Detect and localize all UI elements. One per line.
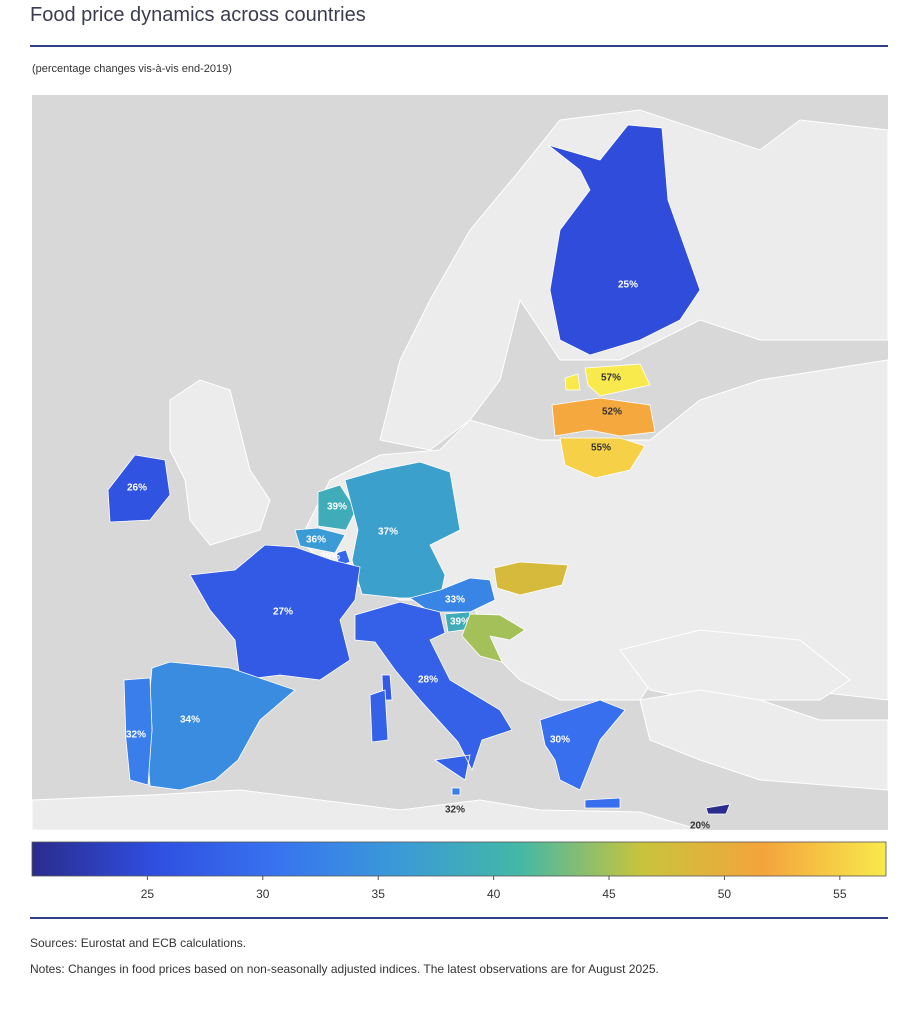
region xyxy=(317,484,357,531)
colorbar xyxy=(31,841,887,877)
map: 25% 57% 52% 55% 26% 39% 36% 29% 37% 27% 33% 39% 28% 3… xyxy=(31,95,889,901)
value-label: 32% xyxy=(445,805,465,816)
region xyxy=(123,677,153,786)
rule xyxy=(30,917,888,919)
region xyxy=(461,613,526,663)
tick-label: 25 xyxy=(141,887,155,901)
region xyxy=(705,803,731,815)
tick-label: 40 xyxy=(487,887,501,901)
tick-label: 45 xyxy=(602,887,616,901)
value-label: 36% xyxy=(306,535,326,546)
region xyxy=(493,561,569,596)
region xyxy=(559,437,646,479)
region xyxy=(107,454,171,523)
value-label: 20% xyxy=(690,821,710,832)
region xyxy=(354,601,513,781)
value-label: 52% xyxy=(602,407,622,418)
tick-label: 55 xyxy=(833,887,847,901)
region xyxy=(451,787,461,796)
value-label: 57% xyxy=(601,373,621,384)
region xyxy=(539,699,626,809)
region xyxy=(344,461,461,599)
region xyxy=(564,363,651,397)
value-label: 55% xyxy=(591,443,611,454)
region xyxy=(294,527,346,554)
tick-label: 50 xyxy=(718,887,732,901)
notes: Notes: Changes in food prices based on n… xyxy=(30,962,659,976)
sources: Sources: Eurostat and ECB calculations. xyxy=(30,936,247,950)
title: Food price dynamics across countries xyxy=(30,4,366,26)
value-label: 32% xyxy=(126,730,146,741)
value-label: 29% xyxy=(320,552,340,563)
value-label: 39% xyxy=(327,502,347,513)
value-label: 28% xyxy=(418,675,438,686)
value-label: 27% xyxy=(273,607,293,618)
tick-label: 35 xyxy=(372,887,386,901)
rule xyxy=(30,45,888,47)
value-label: 25% xyxy=(618,280,638,291)
region xyxy=(547,124,701,356)
subtitle: (percentage changes vis-à-vis end-2019) xyxy=(32,63,232,75)
value-label: 39% xyxy=(450,617,470,628)
value-label: 33% xyxy=(445,595,465,606)
value-label: 37% xyxy=(378,527,398,538)
region xyxy=(551,397,656,437)
tick-label: 30 xyxy=(256,887,270,901)
value-label: 34% xyxy=(180,715,200,726)
value-label: 30% xyxy=(550,735,570,746)
value-label: 26% xyxy=(127,483,147,494)
